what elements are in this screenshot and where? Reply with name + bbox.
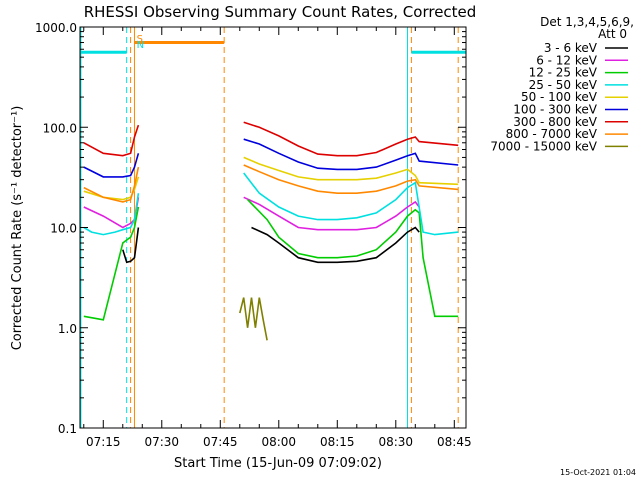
legend-label-6: 300 - 800 keV xyxy=(513,115,597,129)
series-line-2 xyxy=(247,199,459,318)
series-line-0 xyxy=(251,226,420,264)
y-tick-label: 0.1 xyxy=(58,422,77,436)
y-tick-label: 1000.0 xyxy=(35,21,77,35)
annotation-s: S xyxy=(137,34,143,45)
series-line-5 xyxy=(83,153,140,178)
legend-label-8: 7000 - 15000 keV xyxy=(490,139,597,153)
legend-label-7: 800 - 7000 keV xyxy=(506,127,598,141)
series-line-5 xyxy=(243,138,459,171)
series-line-3 xyxy=(83,193,140,236)
series-line-6 xyxy=(83,124,140,157)
series-layer xyxy=(83,121,459,341)
series-line-7 xyxy=(83,166,140,203)
x-tick-label: 08:00 xyxy=(261,435,296,449)
x-tick-label: 07:45 xyxy=(203,435,238,449)
chart-title: RHESSI Observing Summary Count Rates, Co… xyxy=(84,3,477,21)
legend-label-3: 25 - 50 keV xyxy=(529,78,598,92)
x-tick-label: 08:15 xyxy=(320,435,355,449)
legend-header-line-2: Att 0 xyxy=(598,27,627,41)
y-tick-label: 1.0 xyxy=(58,322,77,336)
x-tick-label: 07:30 xyxy=(144,435,179,449)
series-line-0 xyxy=(122,227,140,264)
y-tick-label: 100.0 xyxy=(43,121,77,135)
series-line-1 xyxy=(243,196,420,231)
x-tick-label: 08:45 xyxy=(437,435,472,449)
annotation-n: N xyxy=(137,40,144,51)
tick-layer: 0.1 1.0 10.0 100.0 1000.0 07:15 07:30 07:45 08:0… xyxy=(35,21,472,449)
series-line-4 xyxy=(243,156,459,186)
legend-label-4: 50 - 100 keV xyxy=(521,90,598,104)
x-tick-label: 07:15 xyxy=(86,435,121,449)
legend-label-2: 12 - 25 keV xyxy=(529,66,598,80)
series-line-6 xyxy=(243,121,459,157)
series-line-3 xyxy=(243,172,459,236)
legend-header-line-1: Det 1,3,4,5,6,9, xyxy=(540,15,634,29)
x-axis-label: Start Time (15-Jun-09 07:09:02) xyxy=(174,456,382,471)
series-line-2 xyxy=(83,206,140,321)
legend-label-1: 6 - 12 keV xyxy=(536,53,598,67)
footer-timestamp: 15-Oct-2021 01:04 xyxy=(560,468,636,477)
series-line-7 xyxy=(243,164,459,194)
y-tick-label: 10.0 xyxy=(50,222,77,236)
legend-label-0: 3 - 6 keV xyxy=(544,41,598,55)
legend-label-5: 100 - 300 keV xyxy=(513,103,597,117)
x-tick-label: 08:30 xyxy=(378,435,413,449)
series-line-8 xyxy=(239,297,268,341)
y-axis-label: Corrected Count Rate (s⁻¹ detector⁻¹) xyxy=(10,106,25,351)
